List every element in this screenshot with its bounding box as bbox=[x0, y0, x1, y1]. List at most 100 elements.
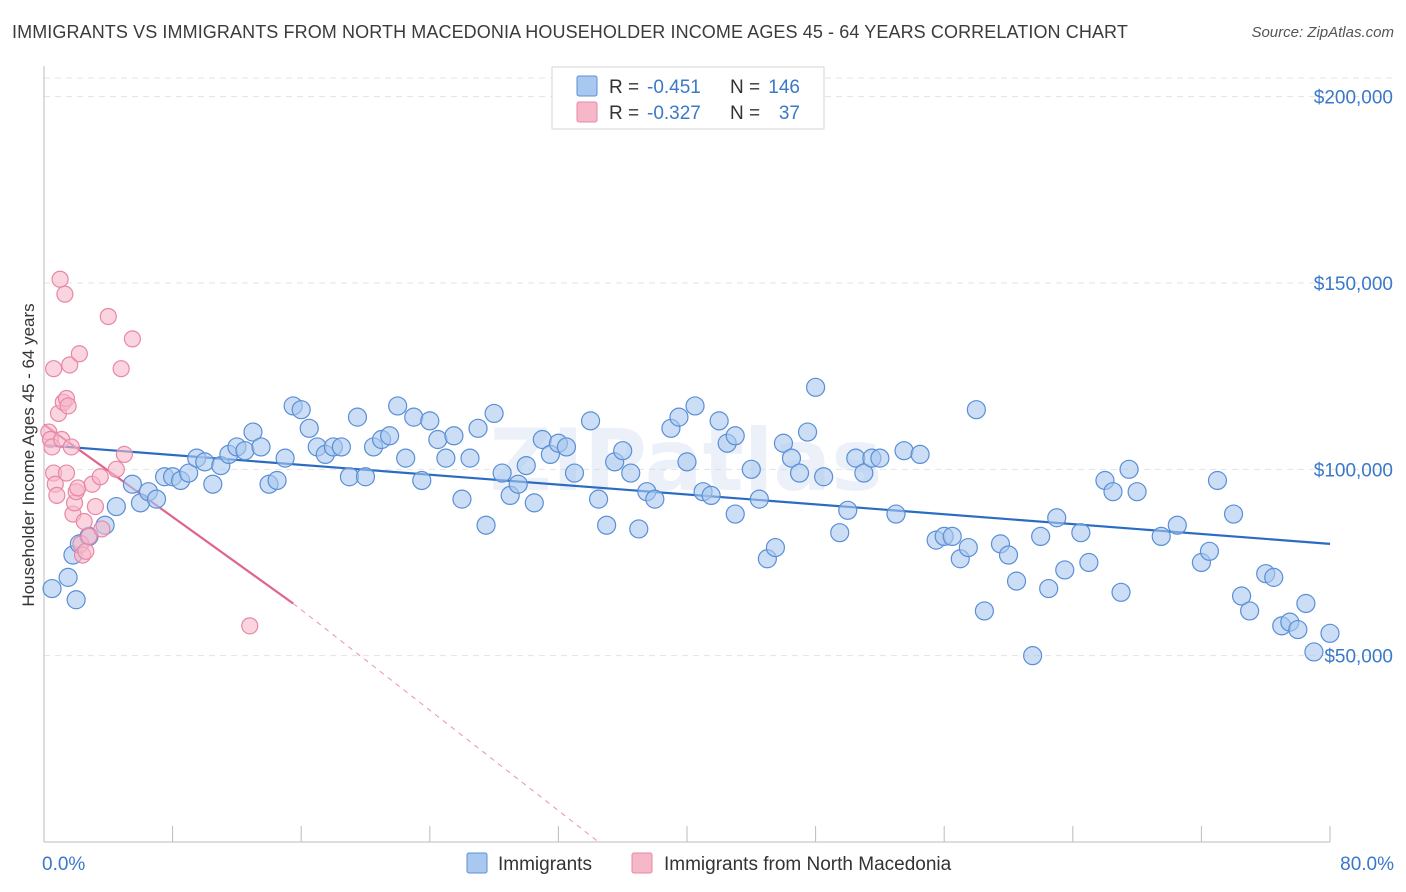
immigrants-point-50 bbox=[468, 418, 488, 438]
y-tick-label-0: $50,000 bbox=[1324, 647, 1393, 668]
bottom-legend-immigrants: Immigrants bbox=[498, 854, 592, 875]
immigrants-point-117 bbox=[1079, 552, 1099, 573]
immigrants-point-89 bbox=[797, 422, 818, 442]
bottom-legend-swatch-blue bbox=[466, 852, 488, 874]
north-macedonia-point-24 bbox=[77, 542, 95, 560]
immigrants-point-25 bbox=[267, 470, 287, 491]
immigrants-point-10 bbox=[146, 489, 167, 509]
legend-r-label: R = bbox=[609, 77, 639, 98]
bottom-legend: Immigrants Immigrants from North Macedon… bbox=[466, 852, 952, 875]
immigrants-point-138 bbox=[1320, 623, 1340, 643]
north-macedonia-point-29 bbox=[93, 520, 111, 538]
immigrants-point-23 bbox=[251, 437, 271, 457]
y-tick-labels: $50,000 $100,000 $150,000 $200,000 bbox=[1314, 88, 1393, 668]
north-macedonia-point-36 bbox=[57, 464, 76, 482]
immigrants-point-110 bbox=[1006, 571, 1027, 591]
x-tick-label-0: 0.0% bbox=[42, 854, 85, 875]
immigrants-point-112 bbox=[1031, 526, 1051, 547]
y-tick-label-1: $100,000 bbox=[1314, 460, 1393, 481]
legend-n-value-blue: 146 bbox=[768, 77, 800, 98]
immigrants-point-39 bbox=[380, 426, 400, 446]
immigrants-point-33 bbox=[331, 437, 351, 457]
north-macedonia-point-15 bbox=[62, 438, 80, 456]
immigrants-point-17 bbox=[203, 474, 223, 494]
immigrants-point-53 bbox=[492, 463, 512, 483]
immigrants-point-93 bbox=[838, 500, 858, 520]
immigrants-point-61 bbox=[556, 437, 577, 457]
immigrants-point-40 bbox=[388, 396, 408, 416]
legend-box: R = -0.451 N = 146 R = -0.327 N = 37 bbox=[551, 66, 825, 130]
legend-swatch-pink bbox=[576, 101, 598, 123]
immigrants-point-48 bbox=[452, 489, 472, 509]
north-macedonia-point-25 bbox=[80, 527, 98, 546]
north-macedonia-point-4 bbox=[45, 360, 63, 378]
immigrants-point-92 bbox=[830, 523, 850, 543]
bottom-legend-north-macedonia: Immigrants from North Macedonia bbox=[664, 854, 952, 875]
y-tick-label-3: $200,000 bbox=[1314, 88, 1393, 109]
legend-n-label: N = bbox=[730, 77, 760, 98]
immigrants-point-82 bbox=[741, 459, 761, 479]
immigrants-point-6 bbox=[106, 496, 126, 517]
immigrants-point-132 bbox=[1264, 567, 1284, 587]
north-macedonia-point-33 bbox=[115, 445, 133, 464]
immigrants-point-73 bbox=[669, 407, 689, 427]
immigrants-point-14 bbox=[179, 463, 199, 483]
immigrants-point-135 bbox=[1288, 619, 1308, 640]
immigrants-point-0 bbox=[42, 578, 62, 599]
immigrants-point-114 bbox=[1047, 508, 1067, 528]
immigrants-point-64 bbox=[588, 489, 609, 509]
immigrants-point-115 bbox=[1055, 560, 1075, 580]
north-macedonia-point-14 bbox=[61, 356, 79, 374]
immigrants-point-106 bbox=[966, 400, 986, 420]
legend-n-label: N = bbox=[730, 103, 760, 124]
north-macedonia-point-13 bbox=[59, 397, 77, 415]
immigrants-point-57 bbox=[524, 493, 544, 513]
immigrants-point-87 bbox=[781, 448, 802, 468]
immigrants-point-111 bbox=[1023, 646, 1043, 666]
immigrants-point-122 bbox=[1127, 482, 1147, 502]
immigrants-point-88 bbox=[789, 463, 810, 483]
immigrants-point-1 bbox=[58, 567, 78, 587]
immigrants-point-99 bbox=[894, 441, 914, 461]
immigrants-point-81 bbox=[725, 504, 745, 524]
bottom-legend-swatch-pink bbox=[631, 852, 653, 874]
x-tick-label-1: 80.0% bbox=[1340, 854, 1394, 875]
chart-title: IMMIGRANTS VS IMMIGRANTS FROM NORTH MACE… bbox=[12, 22, 1128, 42]
immigrants-point-26 bbox=[275, 448, 295, 468]
series-immigrants bbox=[42, 377, 1340, 666]
immigrants-point-62 bbox=[564, 463, 585, 483]
immigrants-point-95 bbox=[854, 463, 874, 483]
immigrants-point-98 bbox=[886, 504, 906, 524]
immigrants-point-116 bbox=[1071, 523, 1091, 543]
y-axis-label: Householder Income Ages 45 - 64 years bbox=[19, 303, 38, 606]
trend-line-immigrants bbox=[43, 443, 1331, 545]
legend-r-value-pink: -0.327 bbox=[647, 103, 701, 124]
immigrants-point-34 bbox=[339, 467, 360, 487]
north-macedonia-point-19 bbox=[69, 479, 87, 497]
immigrants-point-42 bbox=[404, 407, 424, 427]
immigrants-point-77 bbox=[701, 485, 721, 506]
immigrants-point-124 bbox=[1167, 515, 1187, 535]
north-macedonia-point-34 bbox=[123, 330, 142, 348]
legend-swatch-blue bbox=[576, 75, 598, 97]
immigrants-point-47 bbox=[444, 426, 464, 446]
immigrants-point-121 bbox=[1119, 459, 1139, 479]
immigrants-point-67 bbox=[613, 441, 633, 461]
north-macedonia-point-35 bbox=[241, 617, 259, 635]
immigrants-point-65 bbox=[597, 515, 617, 535]
immigrants-point-29 bbox=[299, 418, 319, 438]
legend-r-label: R = bbox=[609, 103, 639, 124]
immigrants-point-123 bbox=[1151, 526, 1171, 547]
trend-line-north-macedonia-extension bbox=[292, 603, 599, 843]
immigrants-point-85 bbox=[765, 537, 786, 558]
immigrants-point-74 bbox=[677, 452, 697, 472]
immigrants-point-46 bbox=[436, 448, 456, 468]
immigrants-point-80 bbox=[725, 426, 745, 446]
immigrants-point-43 bbox=[412, 470, 432, 491]
immigrants-point-91 bbox=[814, 467, 834, 487]
immigrants-point-126 bbox=[1199, 541, 1220, 561]
immigrants-point-51 bbox=[476, 515, 496, 535]
immigrants-point-78 bbox=[709, 411, 729, 431]
x-tick-labels: 0.0% 80.0% bbox=[42, 854, 1394, 875]
